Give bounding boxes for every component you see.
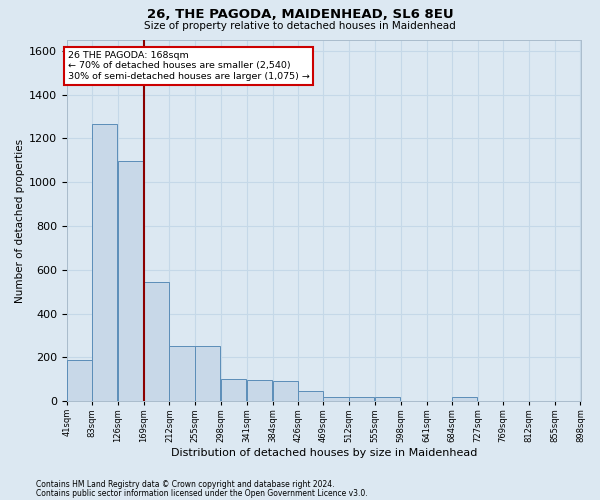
Bar bbox=[92, 124, 118, 401]
Text: 26, THE PAGODA, MAIDENHEAD, SL6 8EU: 26, THE PAGODA, MAIDENHEAD, SL6 8EU bbox=[146, 8, 454, 20]
Bar bbox=[221, 379, 246, 401]
Text: Size of property relative to detached houses in Maidenhead: Size of property relative to detached ho… bbox=[144, 21, 456, 31]
Y-axis label: Number of detached properties: Number of detached properties bbox=[15, 138, 25, 302]
Bar bbox=[375, 396, 400, 401]
X-axis label: Distribution of detached houses by size in Maidenhead: Distribution of detached houses by size … bbox=[170, 448, 477, 458]
Bar bbox=[144, 282, 169, 401]
Bar bbox=[169, 346, 194, 401]
Text: Contains HM Land Registry data © Crown copyright and database right 2024.: Contains HM Land Registry data © Crown c… bbox=[36, 480, 335, 489]
Bar bbox=[67, 360, 92, 401]
Text: 26 THE PAGODA: 168sqm
← 70% of detached houses are smaller (2,540)
30% of semi-d: 26 THE PAGODA: 168sqm ← 70% of detached … bbox=[68, 51, 310, 80]
Bar bbox=[349, 396, 374, 401]
Bar bbox=[118, 162, 143, 401]
Bar bbox=[195, 346, 220, 401]
Bar bbox=[298, 392, 323, 401]
Bar bbox=[247, 380, 272, 401]
Bar bbox=[452, 396, 478, 401]
Bar bbox=[323, 396, 349, 401]
Text: Contains public sector information licensed under the Open Government Licence v3: Contains public sector information licen… bbox=[36, 488, 368, 498]
Bar bbox=[272, 382, 298, 401]
